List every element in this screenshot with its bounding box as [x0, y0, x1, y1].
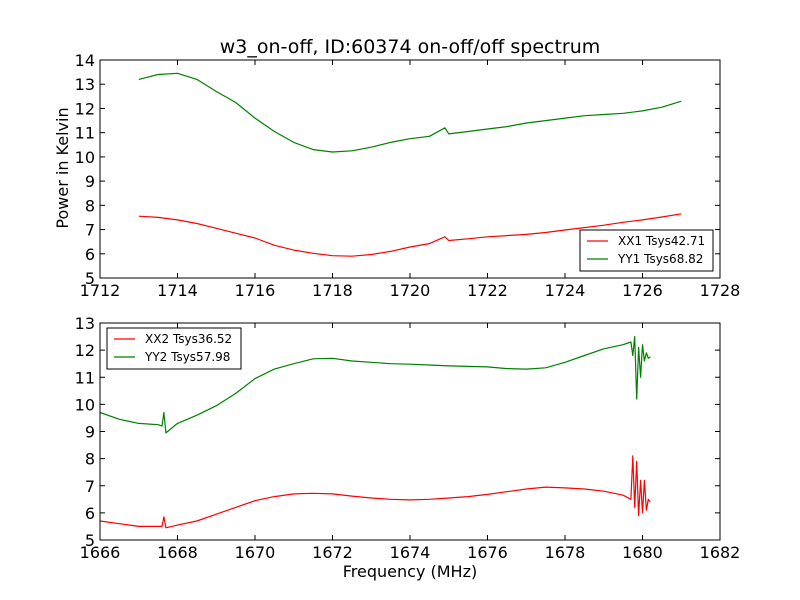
series-line-yy2-tsys57-98	[99, 336, 651, 434]
legend-1: XX2 Tsys36.52 YY2 Tsys57.98	[106, 327, 242, 370]
y-tick-label: 9	[85, 423, 95, 442]
y-tick-label: 7	[85, 477, 95, 496]
y-axis-label: Power in Kelvin	[53, 107, 72, 228]
chart-title: w3_on-off, ID:60374 on-off/off spectrum	[220, 36, 601, 58]
legend-box	[106, 327, 242, 370]
legend-label: YY1 Tsys68.82	[617, 252, 703, 266]
y-tick-label: 9	[85, 172, 95, 191]
y-tick-label: 11	[75, 368, 95, 387]
x-tick-label: 1672	[312, 543, 353, 562]
legend-label: YY2 Tsys57.98	[144, 350, 230, 364]
top-panel: 1712 1714 1716 1718 1720 1722 1724 1726 1728 5 6 7 8…	[75, 51, 741, 300]
x-tick-label: 1722	[467, 281, 508, 300]
series-line-yy1-tsys68-82	[138, 72, 682, 153]
x-tick-label: 1682	[700, 543, 741, 562]
x-tick-label: 1718	[312, 281, 353, 300]
y-tick-label: 5	[85, 269, 95, 288]
y-tick-label: 10	[75, 395, 95, 414]
x-tick-label: 1666	[80, 543, 121, 562]
x-tick-label: 1728	[700, 281, 741, 300]
x-tick-label: 1724	[545, 281, 586, 300]
x-tick-label: 1726	[622, 281, 663, 300]
y-tick-label: 14	[75, 51, 95, 70]
x-tick-label: 1712	[80, 281, 121, 300]
x-tick-label: 1678	[545, 543, 586, 562]
y-tick-label: 8	[85, 196, 95, 215]
x-tick-label: 1680	[622, 543, 663, 562]
x-tick-label: 1670	[235, 543, 276, 562]
x-tick-label: 1668	[157, 543, 198, 562]
legend-label: XX2 Tsys36.52	[145, 332, 232, 346]
y-tick-label: 5	[85, 531, 95, 550]
y-tick-label: 6	[85, 504, 95, 523]
x-tick-label: 1720	[390, 281, 431, 300]
y-tick-label: 12	[75, 99, 95, 118]
y-tick-label: 11	[75, 124, 95, 143]
x-tick-label: 1714	[157, 281, 198, 300]
y-tick-label: 13	[75, 75, 95, 94]
x-tick-label: 1674	[390, 543, 431, 562]
y-tick-label: 13	[75, 314, 95, 333]
x-axis-label: Frequency (MHz)	[343, 562, 477, 581]
series-line-xx1-tsys42-71	[138, 213, 682, 257]
x-tick-label: 1716	[235, 281, 276, 300]
x-tick-label: 1676	[467, 543, 508, 562]
legend-label: XX1 Tsys42.71	[618, 234, 705, 248]
y-tick-label: 8	[85, 450, 95, 469]
y-tick-label: 6	[85, 245, 95, 264]
y-tick-label: 7	[85, 221, 95, 240]
legend-box	[579, 229, 714, 272]
y-tick-label: 12	[75, 341, 95, 360]
y-tick-label: 10	[75, 148, 95, 167]
bottom-panel: 1666 1668 1670 1672 1674 1676 1678 1680 1682 5 6 7 8…	[75, 314, 741, 562]
legend-0: XX1 Tsys42.71 YY1 Tsys68.82	[579, 229, 714, 272]
series-line-xx2-tsys36-52	[99, 455, 651, 529]
